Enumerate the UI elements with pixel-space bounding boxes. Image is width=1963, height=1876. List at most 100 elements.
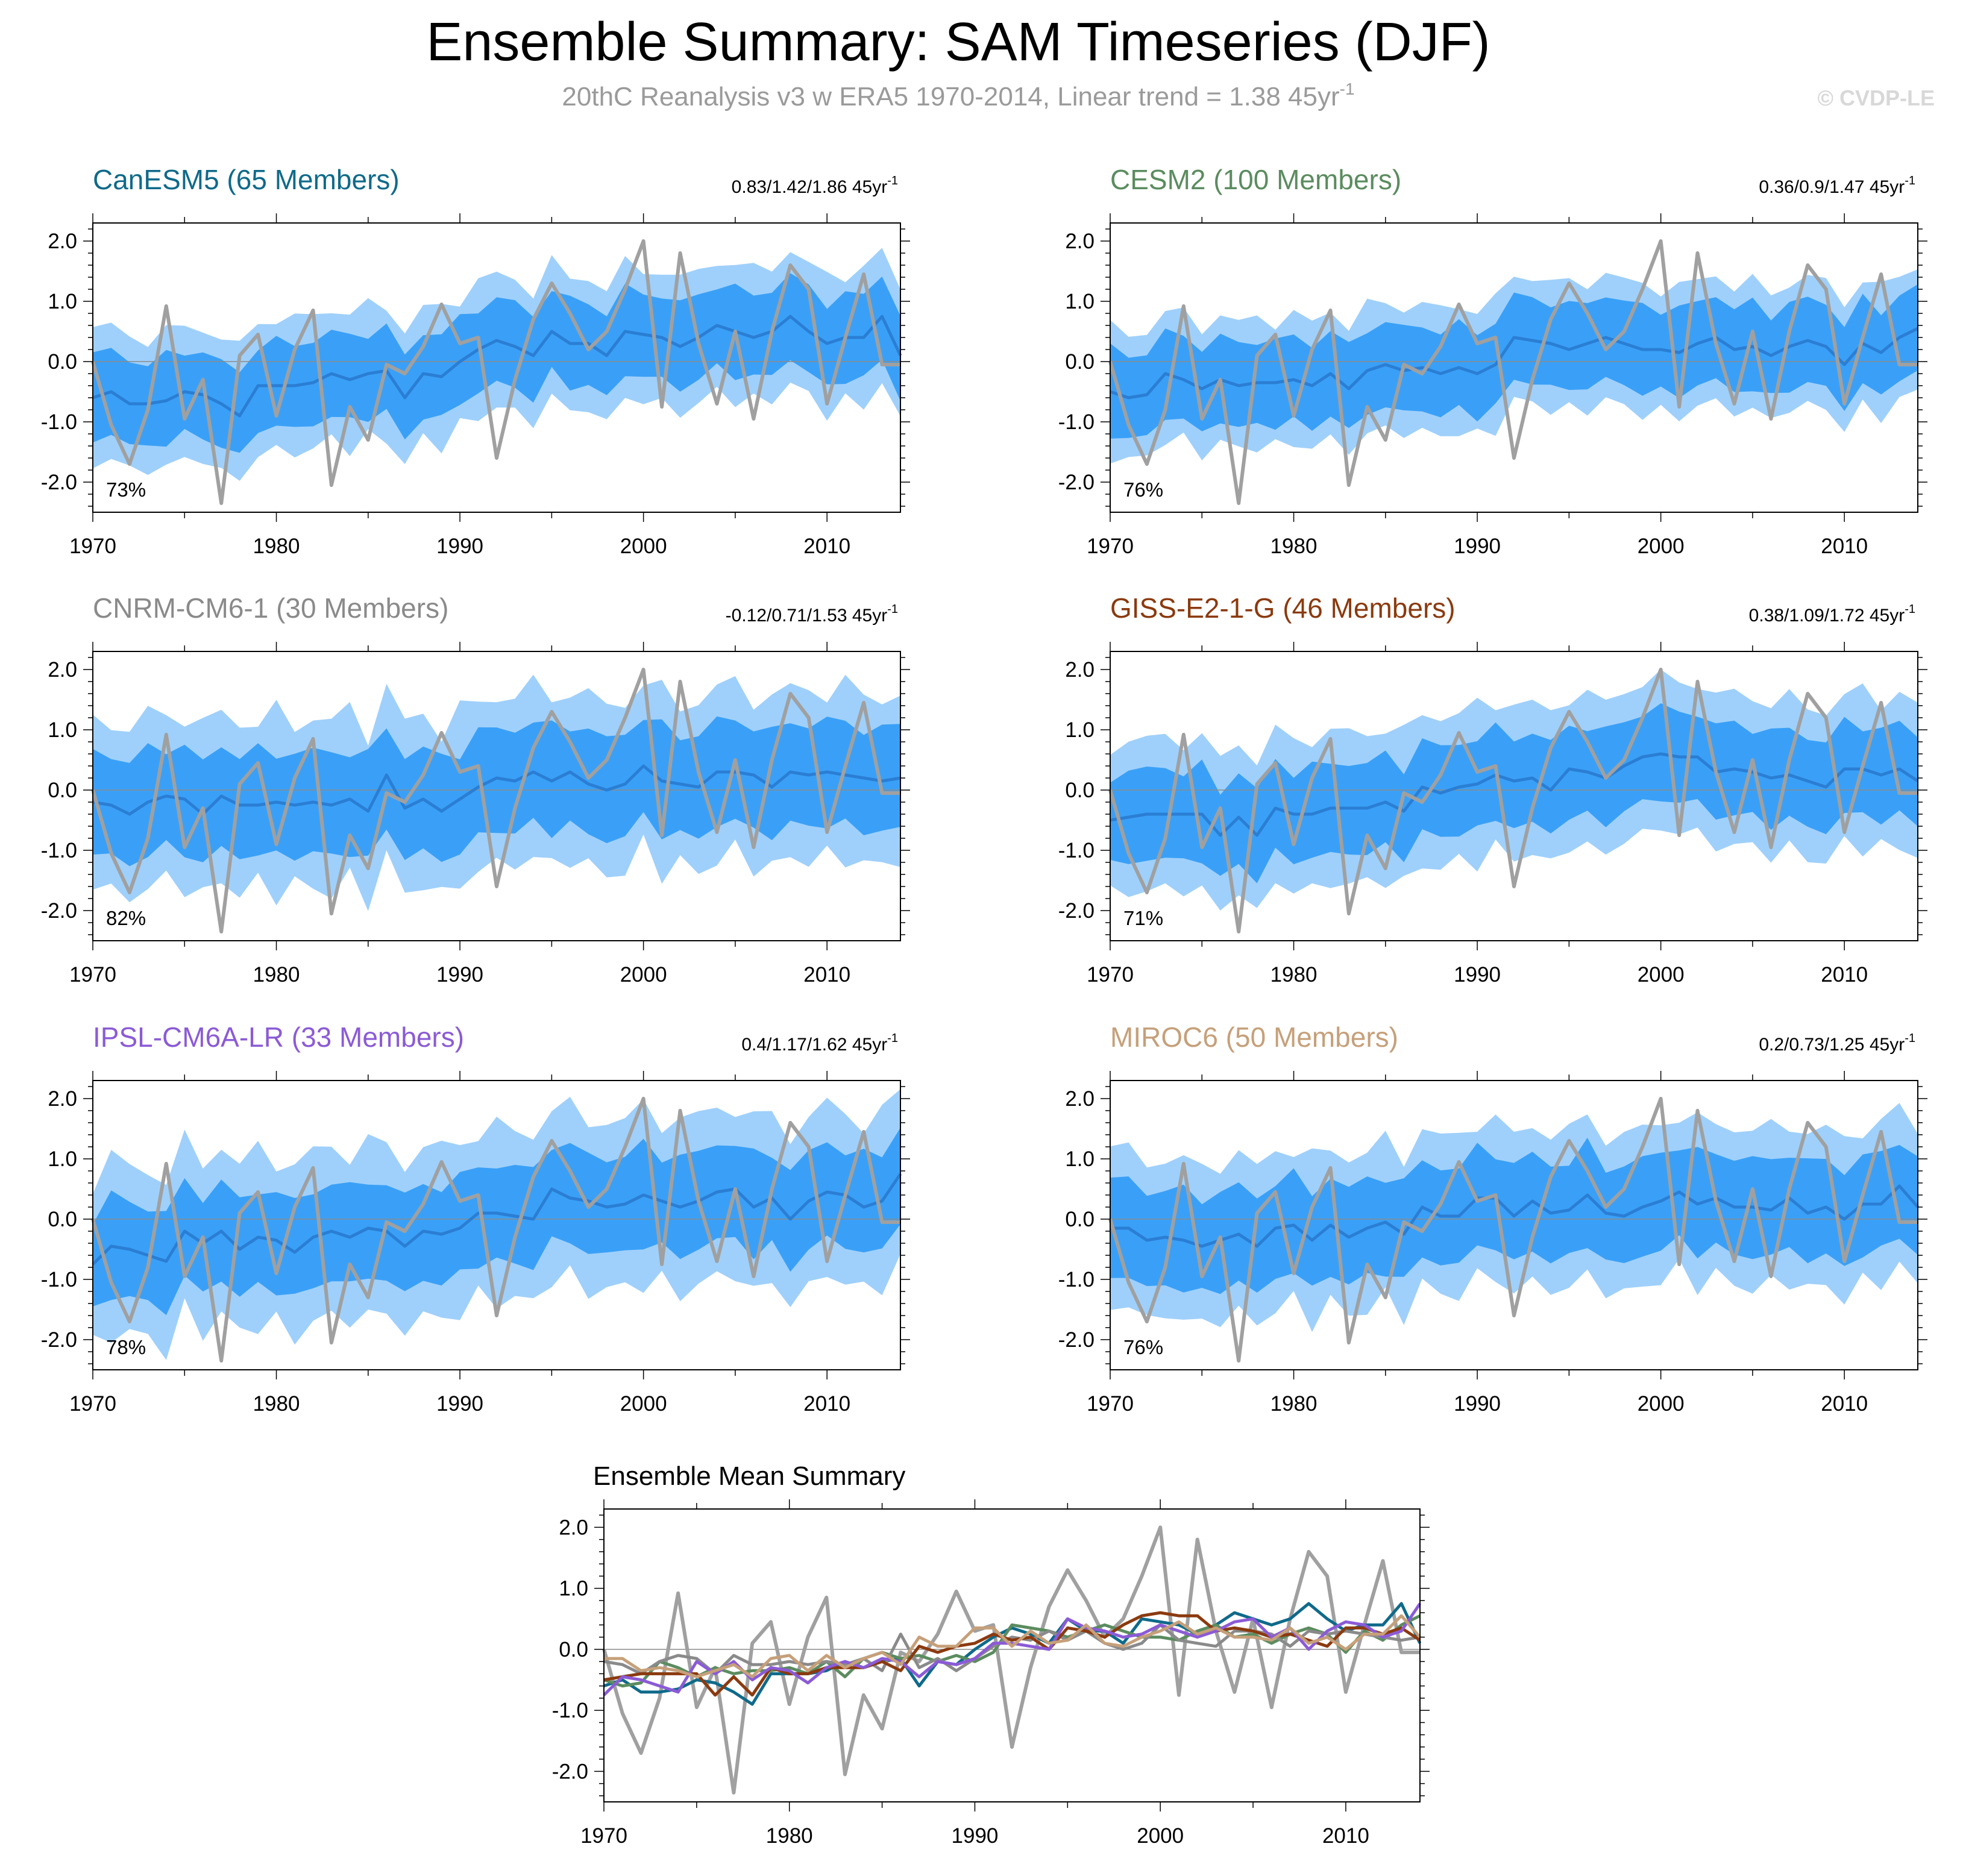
panel-miroc6-xtick-label: 2000 [1638,1392,1685,1416]
panel-miroc6-title: MIROC6 (50 Members) [1110,1021,1398,1053]
panel-ipsl-cm6a-lr-xtick-label: 2010 [803,1392,850,1416]
panel-ipsl-cm6a-lr: IPSL-CM6A-LR (33 Members) 0.4/1.17/1.62 4… [41,1021,910,1416]
panel-cnrm-cm6-1-ytick-label: 2.0 [48,658,77,682]
panel-canesm5-xtick-label: 2010 [803,535,850,558]
panel-cnrm-cm6-1-inner-spread-band [93,716,900,867]
panel-cnrm-cm6-1-ytick-label: -1.0 [41,839,77,862]
panel-cnrm-cm6-1-xtick-label: 1990 [436,963,483,987]
panel-cesm2-ytick-label: 1.0 [1065,290,1095,313]
panel-cnrm-cm6-1-percent-label: 82% [106,907,146,929]
panel-miroc6-ytick-label: -2.0 [1058,1328,1095,1352]
panel-ipsl-cm6a-lr-observed-line [91,1097,900,1363]
panel-cesm2-trend-stats-sup: -1 [1905,174,1915,187]
panel-giss-e2-1-g-xtick-label: 2010 [1821,963,1868,987]
panel-miroc6-ytick-label: 2.0 [1065,1087,1095,1111]
panel-canesm5-trend-stats-sup: -1 [887,174,898,187]
panel-giss-e2-1-g-plot-frame [1110,651,1918,941]
panel-giss-e2-1-g-ytick-label: -2.0 [1058,899,1095,923]
panel-miroc6: MIROC6 (50 Members) 0.2/0.73/1.25 45yr-1 2… [1058,1021,1927,1416]
panel-cesm2: CESM2 (100 Members) 0.36/0.9/1.47 45yr-1 2… [1058,164,1927,558]
panel-giss-e2-1-g: GISS-E2-1-G (46 Members) 0.38/1.09/1.72 4… [1058,592,1927,987]
summary-xtick-label: 2010 [1322,1824,1369,1848]
summary-miroc6-mean-line [604,1614,1421,1678]
watermark: © CVDP-LE [1817,86,1935,110]
panel-miroc6-observed-line [1108,1097,1918,1363]
panel-cnrm-cm6-1-title: CNRM-CM6-1 (30 Members) [93,592,448,624]
panel-giss-e2-1-g-observed-line [1108,668,1918,933]
panel-miroc6-ytick-label: 0.0 [1065,1208,1095,1231]
panel-canesm5-ytick-label: 0.0 [48,350,77,374]
panel-miroc6-xtick-label: 1970 [1087,1392,1134,1416]
summary-ytick-label: 0.0 [559,1638,588,1661]
summary-ytick-label: -2.0 [552,1760,588,1783]
panel-cnrm-cm6-1-xtick-label: 1970 [69,963,116,987]
panel-giss-e2-1-g-ytick-label: 2.0 [1065,658,1095,682]
panel-canesm5-trend-stats: 0.83/1.42/1.86 45yr-1 [732,174,898,197]
panel-canesm5-title: CanESM5 (65 Members) [93,164,400,195]
panel-canesm5-xtick-label: 1990 [436,535,483,558]
subtitle: 20thC Reanalysis v3 w ERA5 1970-2014, Li… [562,80,1354,111]
panel-canesm5: CanESM5 (65 Members) 0.83/1.42/1.86 45yr-… [41,164,910,558]
panel-giss-e2-1-g-xtick-label: 1990 [1454,963,1501,987]
summary-plot-frame [603,1508,1421,1802]
panel-miroc6-ytick-label: 1.0 [1065,1147,1095,1171]
panel-canesm5-percent-label: 73% [106,478,146,501]
panel-cnrm-cm6-1-trend-stats-text: -0.12/0.71/1.53 45yr [726,606,888,626]
panel-miroc6-trend-stats-text: 0.2/0.73/1.25 45yr [1759,1035,1905,1055]
panel-miroc6-trend-stats: 0.2/0.73/1.25 45yr-1 [1759,1032,1915,1055]
panel-cnrm-cm6-1-observed-line [91,668,900,933]
panel-giss-e2-1-g-xtick-label: 2000 [1638,963,1685,987]
panel-canesm5-ytick-label: -1.0 [41,410,77,434]
panel-cnrm-cm6-1-trend-stats-sup: -1 [887,603,898,616]
panel-cesm2-ytick-label: -2.0 [1058,471,1095,494]
panel-miroc6-xtick-label: 1990 [1454,1392,1501,1416]
panel-cesm2-xtick-label: 1990 [1454,535,1501,558]
summary-cesm2-mean-line [603,1614,1421,1688]
panel-cnrm-cm6-1: CNRM-CM6-1 (30 Members) -0.12/0.71/1.53 4… [41,592,910,987]
panel-canesm5-observed-line [91,239,900,505]
panel-canesm5-ytick-label: 1.0 [48,290,77,313]
panel-ipsl-cm6a-lr-percent-label: 78% [106,1336,146,1358]
panel-canesm5-xtick-label: 2000 [620,535,667,558]
panel-cesm2-ytick-label: 0.0 [1065,350,1095,374]
summary-cnrm-cm6-1-mean-line [603,1623,1421,1675]
panel-miroc6-ytick-label: -1.0 [1058,1268,1095,1291]
panel-ipsl-cm6a-lr-xtick-label: 2000 [620,1392,667,1416]
panel-ipsl-cm6a-lr-trend-stats: 0.4/1.17/1.62 45yr-1 [741,1032,898,1055]
panel-giss-e2-1-g-ytick-label: 1.0 [1065,718,1095,742]
summary-observed-line [602,1525,1420,1795]
panel-ipsl-cm6a-lr-ytick-label: -1.0 [41,1268,77,1291]
panel-cnrm-cm6-1-ytick-label: -2.0 [41,899,77,923]
panels-container: CanESM5 (65 Members) 0.83/1.42/1.86 45yr-… [41,164,1927,1416]
panel-giss-e2-1-g-trend-stats-text: 0.38/1.09/1.72 45yr [1749,606,1905,626]
panel-cesm2-observed-line [1108,239,1918,505]
panel-cnrm-cm6-1-xtick-label: 2010 [803,963,850,987]
panel-ipsl-cm6a-lr-ytick-label: -2.0 [41,1328,77,1352]
panel-giss-e2-1-g-ytick-label: 0.0 [1065,779,1095,802]
panel-miroc6-plot-frame [1110,1080,1918,1370]
panel-cesm2-title: CESM2 (100 Members) [1110,164,1401,195]
panel-ipsl-cm6a-lr-xtick-label: 1970 [69,1392,116,1416]
panel-ipsl-cm6a-lr-ytick-label: 0.0 [48,1208,77,1231]
panel-miroc6-xtick-label: 2010 [1821,1392,1868,1416]
panel-canesm5-ytick-label: -2.0 [41,471,77,494]
panel-cesm2-trend-stats: 0.36/0.9/1.47 45yr-1 [1759,174,1915,197]
panel-giss-e2-1-g-title: GISS-E2-1-G (46 Members) [1110,592,1456,624]
panel-cesm2-ytick-label: 2.0 [1065,230,1095,253]
panel-cnrm-cm6-1-ytick-label: 0.0 [48,779,77,802]
panel-canesm5-ytick-label: 2.0 [48,230,77,253]
panel-ipsl-cm6a-lr-plot-frame [92,1080,901,1370]
panel-giss-e2-1-g-ytick-label: -1.0 [1058,839,1095,862]
panel-cesm2-xtick-label: 2010 [1821,535,1868,558]
summary-xtick-label: 1980 [766,1824,813,1848]
panel-ipsl-cm6a-lr-trend-stats-sup: -1 [887,1032,898,1045]
summary-title: Ensemble Mean Summary [593,1461,905,1491]
panel-miroc6-ensemble-mean-line [1110,1184,1919,1248]
summary-ytick-label: -1.0 [552,1699,588,1722]
panel-ipsl-cm6a-lr-xtick-label: 1990 [436,1392,483,1416]
panel-ipsl-cm6a-lr-title: IPSL-CM6A-LR (33 Members) [93,1021,464,1053]
panel-ipsl-cm6a-lr-ytick-label: 2.0 [48,1087,77,1111]
panel-giss-e2-1-g-inner-spread-band [1110,703,1918,883]
panel-giss-e2-1-g-percent-label: 71% [1123,907,1163,929]
